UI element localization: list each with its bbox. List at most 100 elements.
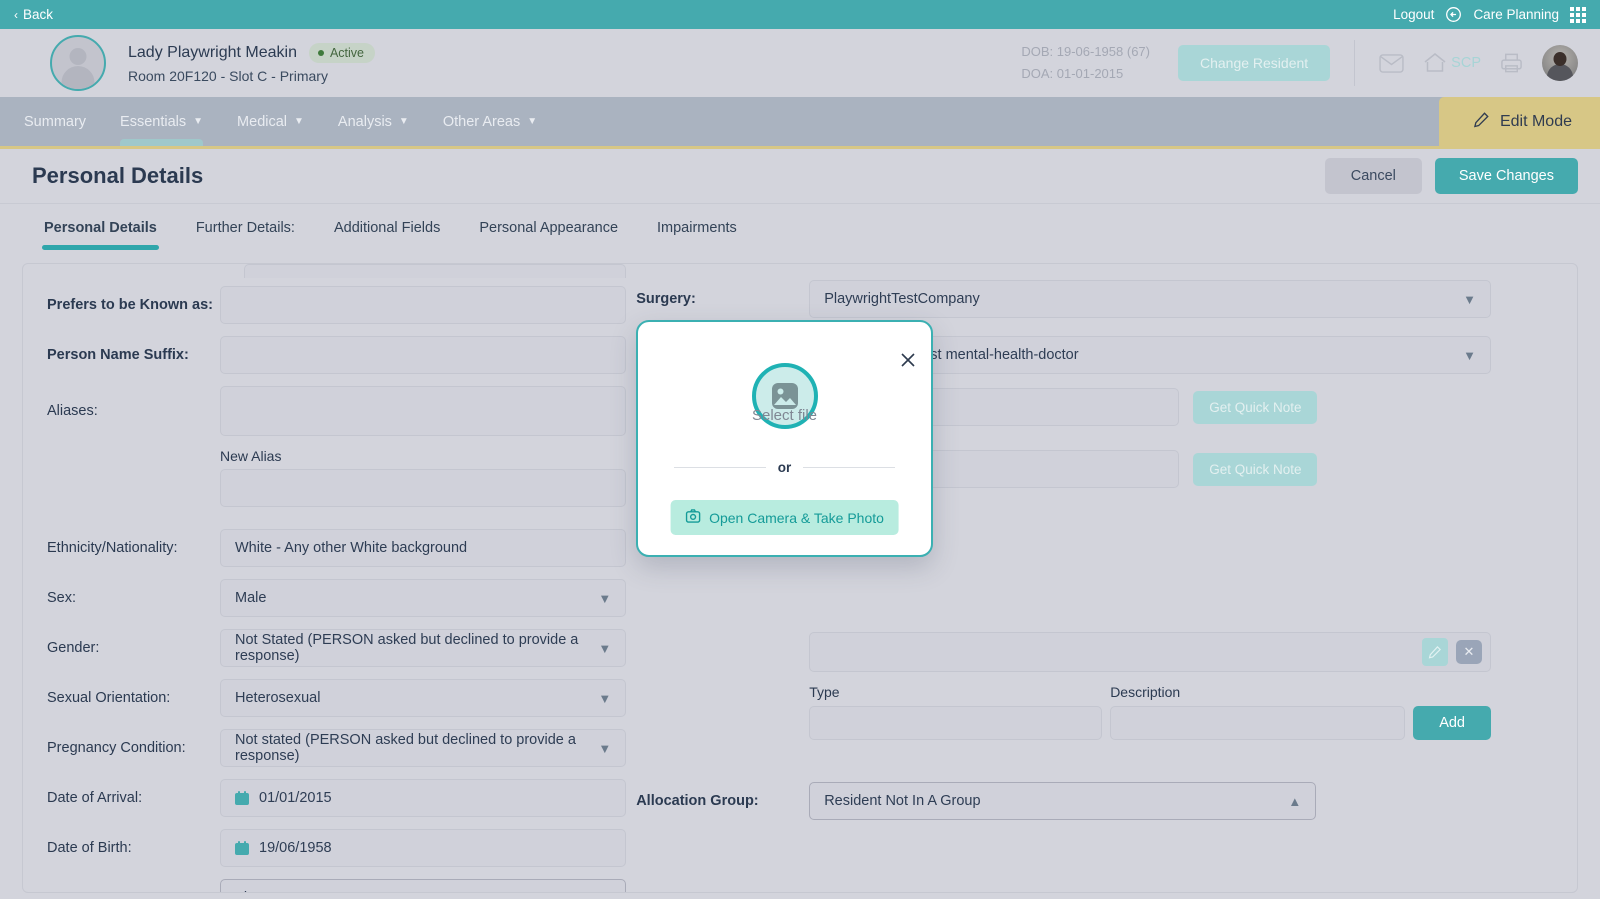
- description-input[interactable]: [1110, 706, 1406, 740]
- new-alias-group: New Alias: [220, 448, 627, 507]
- field-row-allocation-group: Allocation Group: Resident Not In A Grou…: [636, 782, 1577, 820]
- camera-icon: [685, 509, 700, 526]
- tab-personal-appearance[interactable]: Personal Appearance: [479, 220, 619, 236]
- type-input[interactable]: [809, 706, 1103, 740]
- nav-item-other-areas[interactable]: Other Areas ▼: [443, 97, 537, 146]
- header-icon-group: SCP: [1379, 45, 1600, 81]
- header-divider: [1354, 40, 1356, 86]
- nav-label: Summary: [24, 113, 87, 130]
- apps-grid-icon[interactable]: [1570, 6, 1586, 23]
- logout-icon[interactable]: [1445, 6, 1462, 23]
- resident-avatar[interactable]: [50, 35, 106, 91]
- pregnancy-condition-label: Pregnancy Condition:: [47, 740, 186, 756]
- home-scp-icon[interactable]: SCP: [1423, 52, 1481, 74]
- page-actions: Cancel Save Changes: [1324, 158, 1578, 194]
- avatar-head: [69, 48, 87, 65]
- print-icon[interactable]: [1500, 52, 1523, 74]
- field-row-surgery: Surgery: PlaywrightTestCompany ▼: [636, 280, 1577, 318]
- nav-label: Other Areas: [442, 113, 521, 130]
- logout-label[interactable]: Logout: [1393, 7, 1435, 22]
- status-label: Active: [329, 45, 365, 60]
- date-of-birth-input[interactable]: 19/06/1958: [220, 829, 627, 867]
- new-alias-input[interactable]: [220, 469, 627, 507]
- care-planning-label[interactable]: Care Planning: [1473, 7, 1559, 22]
- description-label: Description: [1110, 684, 1181, 700]
- nav-item-medical[interactable]: Medical ▼: [237, 97, 304, 146]
- nav-item-essentials[interactable]: Essentials ▼: [120, 97, 204, 146]
- image-placeholder-icon[interactable]: [751, 363, 818, 429]
- sex-label: Sex:: [47, 590, 77, 606]
- back-button[interactable]: ‹ Back: [14, 7, 53, 22]
- date-of-birth-value: 19/06/1958: [259, 840, 332, 856]
- field-row-date-of-arrival: Date of Arrival: 01/01/2015: [47, 779, 627, 817]
- edit-mode-toggle[interactable]: Edit Mode: [1438, 97, 1600, 146]
- prefers-known-as-input[interactable]: [220, 286, 627, 324]
- top-bar-actions: Logout Care Planning: [1393, 6, 1586, 23]
- field-row-prefers-known-as: Prefers to be Known as:: [47, 286, 627, 324]
- date-of-arrival-label: Date of Arrival:: [47, 790, 143, 806]
- mail-icon[interactable]: [1379, 53, 1404, 74]
- close-icon[interactable]: [899, 351, 917, 369]
- nav-item-analysis[interactable]: Analysis ▼: [338, 97, 409, 146]
- change-resident-button[interactable]: Change Resident: [1177, 45, 1331, 81]
- person-name-suffix-input[interactable]: [220, 336, 627, 374]
- tab-personal-details[interactable]: Personal Details: [42, 220, 159, 250]
- sex-select[interactable]: Male ▼: [220, 579, 627, 617]
- resident-identity: Lady Playwright Meakin Active Room 20F12…: [128, 42, 376, 84]
- divider-line-right: [803, 467, 895, 468]
- field-row-gender: Gender: Not Stated (PERSON asked but dec…: [47, 629, 627, 667]
- room-value: Floor 1 20 F120: [235, 890, 337, 892]
- field-row-pregnancy-condition: Pregnancy Condition: Not stated (PERSON …: [47, 729, 627, 767]
- pregnancy-condition-select[interactable]: Not stated (PERSON asked but declined to…: [220, 729, 627, 767]
- sex-value: Male: [235, 590, 267, 606]
- tab-further-details[interactable]: Further Details:: [195, 220, 295, 236]
- edit-pencil-icon[interactable]: [1422, 638, 1448, 666]
- chevron-down-icon: ▼: [294, 116, 304, 127]
- allergy-input-row[interactable]: ✕: [809, 632, 1491, 672]
- select-file-group[interactable]: Select file: [751, 363, 818, 429]
- ethnicity-select[interactable]: White - Any other White background: [220, 529, 627, 567]
- save-changes-button[interactable]: Save Changes: [1434, 158, 1578, 194]
- tab-additional-fields[interactable]: Additional Fields: [333, 220, 441, 236]
- cancel-button[interactable]: Cancel: [1324, 158, 1422, 194]
- surgery-select[interactable]: PlaywrightTestCompany ▼: [809, 280, 1491, 318]
- page-title-bar: Personal Details Cancel Save Changes: [0, 149, 1600, 204]
- nav-item-summary[interactable]: Summary: [24, 97, 86, 146]
- sexual-orientation-select[interactable]: Heterosexual ▼: [220, 679, 627, 717]
- chevron-down-icon: ▼: [598, 690, 612, 706]
- open-camera-button[interactable]: Open Camera & Take Photo: [670, 500, 899, 535]
- allocation-group-value: Resident Not In A Group: [824, 793, 981, 809]
- clear-x-icon[interactable]: ✕: [1456, 640, 1482, 664]
- aliases-input[interactable]: [220, 386, 627, 436]
- nav-label: Medical: [237, 113, 288, 130]
- open-camera-label: Open Camera & Take Photo: [709, 509, 884, 526]
- ethnicity-value: White - Any other White background: [235, 540, 468, 556]
- doa-text: DOA: 01-01-2015: [1021, 66, 1124, 81]
- nav-label: Analysis: [337, 113, 392, 130]
- resident-room: Room 20F120 - Slot C - Primary: [128, 67, 328, 84]
- get-quick-note-button-2[interactable]: Get Quick Note: [1193, 452, 1318, 486]
- add-button[interactable]: Add: [1413, 706, 1491, 740]
- tab-bar: Personal Details Further Details: Additi…: [0, 204, 1600, 250]
- chevron-up-icon: ▲: [1288, 793, 1302, 809]
- edit-mode-label: Edit Mode: [1499, 112, 1572, 130]
- top-bar: ‹ Back Logout Care Planning: [0, 0, 1600, 29]
- date-of-arrival-input[interactable]: 01/01/2015: [220, 779, 627, 817]
- room-select[interactable]: Floor 1 20 F120 ▲: [220, 879, 627, 893]
- ethnicity-label: Ethnicity/Nationality:: [47, 540, 178, 556]
- header-right: DOB: 19-06-1958 (67) DOA: 01-01-2015 Cha…: [1021, 40, 1600, 86]
- field-row-sexual-orientation: Sexual Orientation: Heterosexual ▼: [47, 679, 627, 717]
- upload-photo-modal: Select file or Open Camera & Take Photo: [636, 320, 933, 557]
- user-avatar[interactable]: [1542, 45, 1578, 81]
- chevron-up-icon: ▲: [598, 891, 611, 893]
- chevron-down-icon: ▼: [398, 116, 409, 127]
- select-file-label: Select file: [751, 407, 818, 424]
- dob-doa-block: DOB: 19-06-1958 (67) DOA: 01-01-2015: [1021, 41, 1150, 85]
- allocation-group-select[interactable]: Resident Not In A Group ▲: [809, 782, 1317, 820]
- tab-impairments[interactable]: Impairments: [657, 220, 737, 236]
- field-row-aliases: Aliases:: [47, 386, 627, 436]
- get-quick-note-button-1[interactable]: Get Quick Note: [1193, 390, 1318, 424]
- gender-select[interactable]: Not Stated (PERSON asked but declined to…: [220, 629, 627, 667]
- field-row-date-of-birth: Date of Birth: 19/06/1958: [47, 829, 627, 867]
